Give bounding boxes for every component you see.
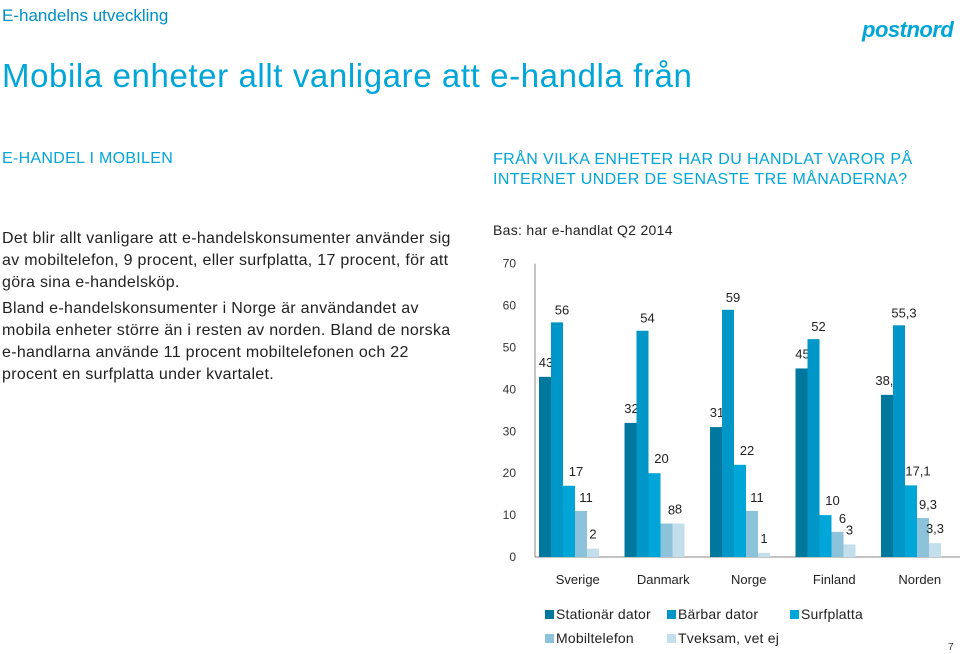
- bar: [672, 523, 685, 557]
- bar-data-label: 55,3: [891, 305, 916, 320]
- bar-data-label: 11: [750, 490, 764, 505]
- bar: [758, 552, 770, 557]
- bar: [722, 309, 734, 557]
- bar: [807, 339, 820, 557]
- legend-swatch: [545, 634, 554, 643]
- bar-data-label: 11: [579, 490, 593, 505]
- bar: [917, 518, 929, 557]
- bar: [905, 485, 917, 557]
- bar-data-label: 10: [825, 493, 839, 508]
- bar: [795, 368, 808, 557]
- chart-question: FRÅN VILKA ENHETER HAR DU HANDLAT VAROR …: [493, 151, 913, 188]
- bar-data-label: 9,3: [919, 497, 937, 512]
- y-tick-label: 20: [503, 466, 517, 480]
- legend-swatch: [667, 610, 676, 619]
- bar: [929, 543, 941, 557]
- bar-data-label: 54: [640, 311, 654, 326]
- bar-data-label: 8: [675, 501, 682, 516]
- bar-data-label: 6: [839, 511, 846, 526]
- legend-item: Surfplatta: [790, 606, 863, 622]
- paragraph-2: Bland e-handelskonsumenter i Norge är an…: [2, 300, 451, 383]
- bar-data-label: 17,1: [905, 463, 930, 478]
- bar: [710, 427, 722, 557]
- postnord-logo: postnord: [862, 17, 954, 42]
- legend-swatch: [790, 610, 799, 619]
- chart-base-note: Bas: har e-handlat Q2 2014: [493, 222, 673, 238]
- bar-data-label: 8: [668, 502, 675, 517]
- legend-swatch: [545, 610, 554, 619]
- bar: [746, 510, 758, 557]
- bar: [843, 544, 856, 557]
- bar-data-label: 32: [624, 401, 638, 416]
- bar-data-label: 3,3: [926, 521, 944, 536]
- legend-swatch: [667, 634, 676, 643]
- y-tick-label: 50: [503, 341, 517, 355]
- y-tick-label: 10: [503, 508, 517, 522]
- bar: [648, 473, 661, 557]
- bar-data-label: 43: [539, 355, 553, 370]
- bar: [587, 548, 599, 557]
- bar-data-label: 59: [726, 290, 740, 305]
- bar-data-label: 1: [760, 531, 767, 546]
- legend-label: Stationär dator: [556, 606, 651, 622]
- x-category-label: Danmark: [637, 572, 690, 587]
- page-title: Mobila enheter allt vanligare att e-hand…: [2, 57, 693, 95]
- legend-label: Tveksam, vet ej: [678, 630, 780, 646]
- bar: [551, 322, 563, 557]
- legend-label: Mobiltelefon: [556, 630, 634, 646]
- y-tick-label: 60: [503, 299, 517, 313]
- section-label: E-handelns utveckling: [2, 6, 169, 25]
- bar-data-label: 17: [569, 464, 583, 479]
- y-tick-label: 40: [503, 382, 517, 396]
- bar: [660, 523, 673, 557]
- left-heading: E-HANDEL I MOBILEN: [2, 150, 174, 167]
- bar-data-label: 2: [589, 527, 596, 542]
- legend-label: Bärbar dator: [678, 606, 759, 622]
- y-tick-label: 0: [509, 550, 516, 564]
- bar-data-label: 20: [654, 451, 668, 466]
- paragraph-1: Det blir allt vanligare att e-handelskon…: [2, 230, 451, 291]
- legend-item: Tveksam, vet ej: [667, 630, 779, 646]
- legend-item: Bärbar dator: [667, 606, 758, 622]
- bar-data-label: 31: [710, 405, 724, 420]
- y-tick-label: 70: [503, 257, 517, 271]
- bar-data-label: 52: [811, 319, 825, 334]
- bar: [831, 531, 844, 557]
- bar: [575, 510, 587, 557]
- bar-data-label: 45: [795, 346, 809, 361]
- bar: [881, 394, 893, 557]
- bar: [819, 515, 832, 557]
- bar: [893, 325, 905, 557]
- legend-label: Surfplatta: [801, 606, 863, 622]
- left-body-text: Det blir allt vanligare att e-handelskon…: [2, 228, 462, 390]
- bar: [636, 330, 649, 557]
- bar-data-label: 3: [846, 522, 853, 537]
- page-number: 7: [948, 642, 954, 653]
- x-category-label: Sverige: [556, 572, 600, 587]
- x-category-label: Norge: [731, 572, 766, 587]
- bar-data-label: 22: [740, 443, 754, 458]
- x-category-label: Norden: [898, 572, 941, 587]
- bar-data-label: 56: [555, 302, 569, 317]
- bar: [624, 422, 637, 557]
- legend-item: Stationär dator: [545, 606, 651, 622]
- legend-item: Mobiltelefon: [545, 630, 634, 646]
- y-tick-label: 30: [503, 424, 517, 438]
- x-category-label: Finland: [813, 572, 856, 587]
- bar: [734, 464, 746, 557]
- bar: [563, 485, 575, 557]
- bar: [539, 376, 551, 557]
